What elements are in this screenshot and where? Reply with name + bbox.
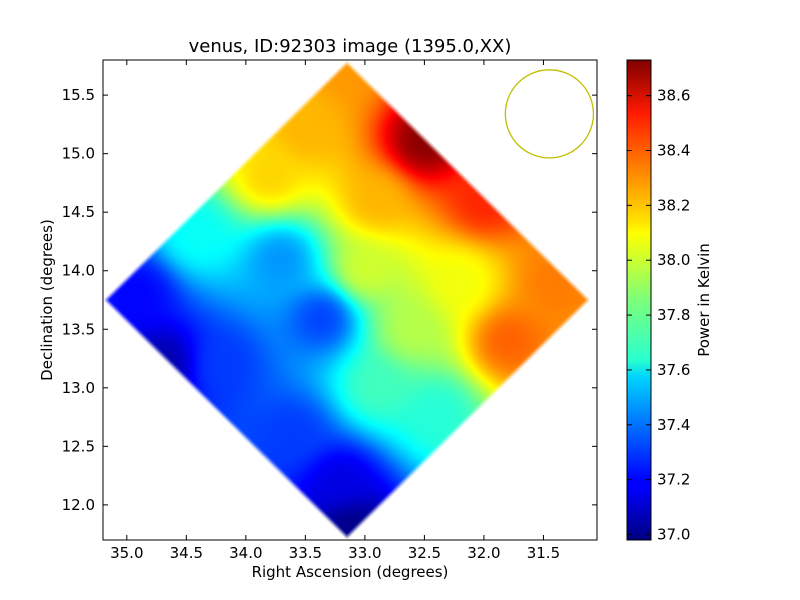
colorbar-tick-label: 37.6 <box>657 361 690 379</box>
colorbar-tick-label: 37.0 <box>657 526 690 544</box>
heatmap-area <box>103 60 597 540</box>
y-tick-label: 12.0 <box>62 496 95 514</box>
y-tick-label: 13.5 <box>62 320 95 338</box>
y-axis: 12.0 12.5 13.0 13.5 14.0 14.5 15.0 15.5 <box>62 86 597 514</box>
colorbar-tick-label: 38.6 <box>657 87 690 105</box>
y-axis-label: Declination (degrees) <box>38 219 56 381</box>
colorbar-label: Power in Kelvin <box>695 243 713 357</box>
chart-title: venus, ID:92303 image (1395.0,XX) <box>189 36 512 57</box>
x-axis-label: Right Ascension (degrees) <box>252 563 449 581</box>
y-tick-label: 15.0 <box>62 145 95 163</box>
colorbar-tick-label: 38.4 <box>657 142 690 160</box>
colorbar-tick-label: 37.2 <box>657 471 690 489</box>
y-tick-label: 12.5 <box>62 437 95 455</box>
beam-ellipse <box>504 69 595 159</box>
y-tick-label: 15.5 <box>62 86 95 104</box>
y-tick-label: 14.0 <box>62 262 95 280</box>
colorbar-tick-label: 38.0 <box>657 251 690 269</box>
colorbar-tick-label: 38.2 <box>657 196 690 214</box>
x-axis: 35.0 34.5 34.0 33.5 33.0 32.5 32.0 31.5 <box>110 60 560 562</box>
x-tick-label: 33.5 <box>289 544 322 562</box>
colorbar-tick-label: 37.4 <box>657 416 690 434</box>
y-tick-label: 14.5 <box>62 203 95 221</box>
y-tick-label: 13.0 <box>62 379 95 397</box>
x-tick-label: 33.0 <box>348 544 381 562</box>
colorbar-axis: 37.0 37.2 37.4 37.6 37.8 38.0 38.2 38.4 38.6 <box>627 87 690 544</box>
x-tick-label: 32.5 <box>408 544 441 562</box>
x-tick-label: 32.0 <box>467 544 500 562</box>
x-tick-label: 31.5 <box>527 544 560 562</box>
x-tick-label: 34.0 <box>229 544 262 562</box>
colorbar-tick-label: 37.8 <box>657 306 690 324</box>
axes-frame <box>102 59 598 541</box>
heatmap-image <box>103 60 597 540</box>
x-tick-label: 34.5 <box>170 544 203 562</box>
colorbar <box>626 59 652 541</box>
x-tick-label: 35.0 <box>110 544 143 562</box>
